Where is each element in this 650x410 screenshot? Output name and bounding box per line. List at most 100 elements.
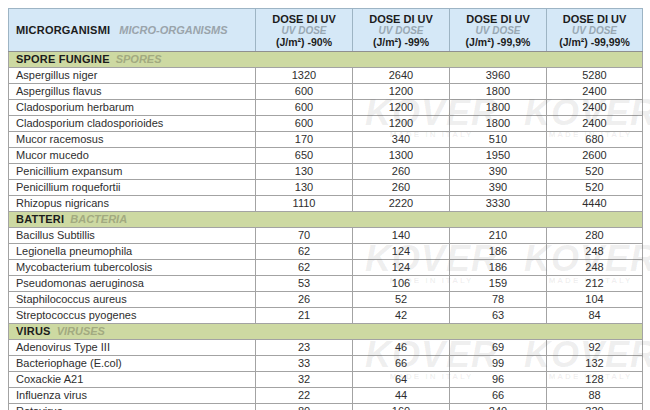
dose-value-cell: 1800 — [450, 100, 547, 116]
table-row: Mycobacterium tubercolosis62124186248 — [9, 260, 643, 276]
dose-value-cell: 124 — [353, 260, 450, 276]
dose-value-cell: 46 — [353, 340, 450, 356]
organism-name-cell: Rotavirus — [9, 404, 256, 410]
dose-value-cell: 33 — [256, 356, 353, 372]
table-body: SPORE FUNGINESPORESAspergillus niger1320… — [9, 52, 643, 410]
table-row: Mucor racemosus170340510680 — [9, 132, 643, 148]
dose-value-cell: 1200 — [353, 116, 450, 132]
dose-value-cell: 2400 — [547, 100, 643, 116]
dose-value-cell: 650 — [256, 148, 353, 164]
dose-value-cell: 64 — [353, 372, 450, 388]
dose-value-cell: 520 — [547, 180, 643, 196]
dose-title: DOSE DI UV — [547, 13, 642, 25]
dose-value-cell: 1950 — [450, 148, 547, 164]
section-header-cell: VIRUSVIRUSES — [9, 324, 643, 340]
dose-value-cell: 2220 — [353, 196, 450, 212]
section-header-spores: SPORE FUNGINESPORES — [9, 52, 643, 68]
table-row: Legionella pneumophila62124186248 — [9, 244, 643, 260]
dose-value-cell: 1200 — [353, 84, 450, 100]
table-row: Adenovirus Type III23466992 — [9, 340, 643, 356]
organism-name-cell: Coxackie A21 — [9, 372, 256, 388]
table-row: Aspergillus niger1320264039605280 — [9, 68, 643, 84]
uv-dose-table: MICRORGANISMI MICRO-ORGANISMS DOSE DI UV… — [8, 8, 643, 410]
dose-value-cell: 390 — [450, 164, 547, 180]
organism-name-cell: Mucor mucedo — [9, 148, 256, 164]
dose-value-cell: 160 — [353, 404, 450, 410]
organism-name-cell: Pseudomonas aeruginosa — [9, 276, 256, 292]
table-row: Streptococcus pyogenes21426384 — [9, 308, 643, 324]
dose-value-cell: 2600 — [547, 148, 643, 164]
table-row: Staphilococcus aureus265278104 — [9, 292, 643, 308]
dose-value-cell: 600 — [256, 116, 353, 132]
dose-subtitle: UV DOSE — [450, 25, 546, 36]
dose-value-cell: 70 — [256, 228, 353, 244]
dose-value-cell: 186 — [450, 244, 547, 260]
dose-value-cell: 128 — [547, 372, 643, 388]
organism-name-cell: Rhizopus nigricans — [9, 196, 256, 212]
dose-value-cell: 240 — [450, 404, 547, 410]
dose-value-cell: 260 — [353, 164, 450, 180]
dose-value-cell: 170 — [256, 132, 353, 148]
dose-unit: (J/m²) -99% — [353, 36, 449, 48]
dose-subtitle: UV DOSE — [256, 25, 352, 36]
organism-name-cell: Adenovirus Type III — [9, 340, 256, 356]
dose-value-cell: 62 — [256, 260, 353, 276]
section-header-viruses: VIRUSVIRUSES — [9, 324, 643, 340]
organism-name-cell: Streptococcus pyogenes — [9, 308, 256, 324]
dose-value-cell: 132 — [547, 356, 643, 372]
dose-value-cell: 88 — [547, 388, 643, 404]
dose-value-cell: 92 — [547, 340, 643, 356]
organism-name-cell: Aspergillus flavus — [9, 84, 256, 100]
dose-value-cell: 44 — [353, 388, 450, 404]
dose-value-cell: 510 — [450, 132, 547, 148]
dose-value-cell: 62 — [256, 244, 353, 260]
table-row: Rhizopus nigricans1110222033304440 — [9, 196, 643, 212]
organism-name-cell: Penicillium expansum — [9, 164, 256, 180]
dose-value-cell: 84 — [547, 308, 643, 324]
dose-value-cell: 130 — [256, 164, 353, 180]
dose-unit: (J/m²) -99,9% — [450, 36, 546, 48]
section-header-cell: BATTERIBACTERIA — [9, 212, 643, 228]
col-header-dose-1: DOSE DI UVUV DOSE(J/m²) -90% — [256, 9, 353, 52]
table-row: Bacteriophage (E.col)336699132 — [9, 356, 643, 372]
dose-value-cell: 1800 — [450, 116, 547, 132]
dose-unit: (J/m²) -90% — [256, 36, 352, 48]
organism-name-cell: Influenza virus — [9, 388, 256, 404]
dose-value-cell: 42 — [353, 308, 450, 324]
section-label-it: VIRUS — [16, 325, 51, 337]
dose-value-cell: 2400 — [547, 116, 643, 132]
dose-value-cell: 53 — [256, 276, 353, 292]
dose-value-cell: 1300 — [353, 148, 450, 164]
organism-name-cell: Penicillium roquefortii — [9, 180, 256, 196]
dose-value-cell: 106 — [353, 276, 450, 292]
dose-value-cell: 680 — [547, 132, 643, 148]
dose-value-cell: 130 — [256, 180, 353, 196]
dose-title: DOSE DI UV — [450, 13, 546, 25]
dose-value-cell: 52 — [353, 292, 450, 308]
dose-value-cell: 124 — [353, 244, 450, 260]
dose-value-cell: 390 — [450, 180, 547, 196]
section-label-it: BATTERI — [16, 213, 64, 225]
dose-value-cell: 1800 — [450, 84, 547, 100]
table-row: Pseudomonas aeruginosa53106159212 — [9, 276, 643, 292]
dose-value-cell: 2400 — [547, 84, 643, 100]
dose-value-cell: 320 — [547, 404, 643, 410]
dose-value-cell: 5280 — [547, 68, 643, 84]
col-header-dose-2: DOSE DI UVUV DOSE(J/m²) -99% — [353, 9, 450, 52]
dose-value-cell: 1200 — [353, 100, 450, 116]
dose-subtitle: UV DOSE — [353, 25, 449, 36]
microorganisms-label-en: MICRO-ORGANISMS — [119, 24, 227, 36]
organism-name-cell: Aspergillus niger — [9, 68, 256, 84]
dose-value-cell: 212 — [547, 276, 643, 292]
organism-name-cell: Bacteriophage (E.col) — [9, 356, 256, 372]
dose-value-cell: 2640 — [353, 68, 450, 84]
dose-value-cell: 78 — [450, 292, 547, 308]
section-header-bacteria: BATTERIBACTERIA — [9, 212, 643, 228]
dose-value-cell: 1110 — [256, 196, 353, 212]
organism-name-cell: Cladosporium herbarum — [9, 100, 256, 116]
dose-value-cell: 3330 — [450, 196, 547, 212]
dose-value-cell: 140 — [353, 228, 450, 244]
table-row: Aspergillus flavus600120018002400 — [9, 84, 643, 100]
microorganisms-label-it: MICRORGANISMI — [16, 24, 110, 36]
dose-value-cell: 66 — [450, 388, 547, 404]
